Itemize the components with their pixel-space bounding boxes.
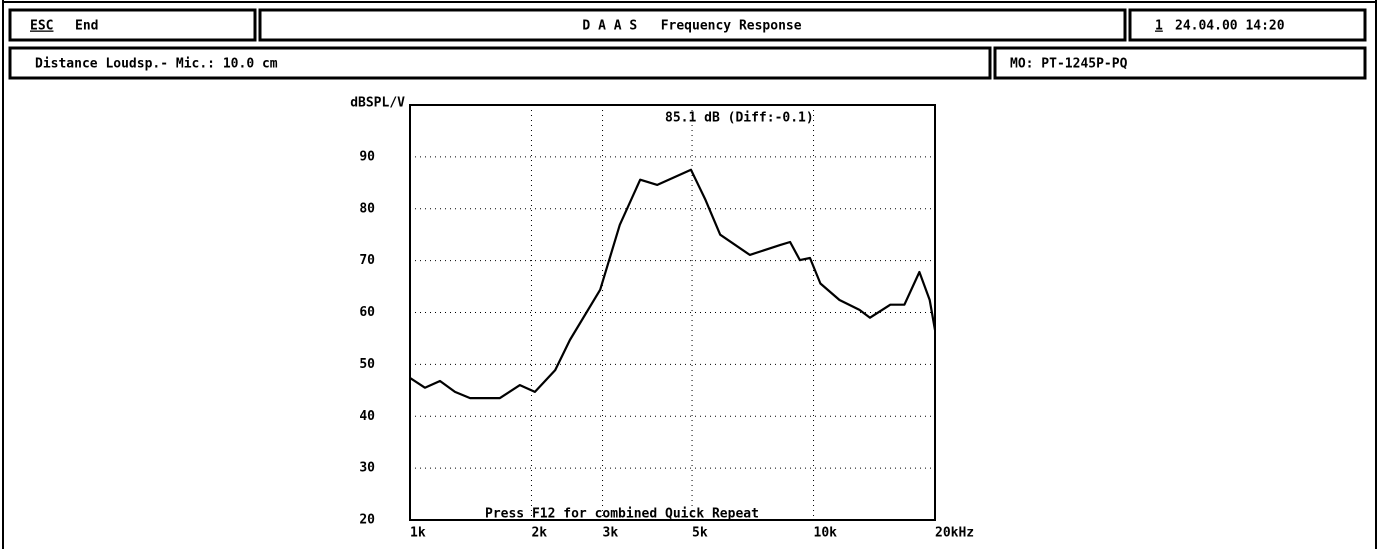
title: D A A S Frequency Response <box>582 19 801 34</box>
x-tick-label: 1k <box>410 526 426 541</box>
esc-button[interactable] <box>8 8 257 42</box>
page-number: 1 <box>1155 19 1163 34</box>
title-box <box>258 8 1127 42</box>
x-tick-label: 2k <box>531 526 547 541</box>
y-tick-label: 30 <box>359 461 375 476</box>
y-tick-label: 80 <box>359 201 375 216</box>
distance-box <box>8 46 992 80</box>
x-tick-label: 3k <box>603 526 619 541</box>
x-tick-label: 20kHz <box>935 526 974 541</box>
response-curve <box>409 168 937 400</box>
x-tick-label: 10k <box>814 526 838 541</box>
y-tick-label: 20 <box>359 513 375 528</box>
date-box <box>1128 8 1367 42</box>
plot-frame <box>409 104 936 521</box>
model-box <box>993 46 1367 80</box>
model: MO: PT-1245P-PQ <box>1010 57 1128 72</box>
datetime: 24.04.00 14:20 <box>1175 19 1285 34</box>
esc-key: ESC <box>30 19 53 34</box>
y-tick-label: 40 <box>359 409 375 424</box>
y-tick-label: 50 <box>359 357 375 372</box>
x-tick-label: 5k <box>692 526 708 541</box>
y-tick-label: 70 <box>359 253 375 268</box>
annotation: 85.1 dB (Diff:-0.1) <box>665 111 814 126</box>
distance: Distance Loudsp.- Mic.: 10.0 cm <box>35 57 278 72</box>
y-tick-label: 60 <box>359 305 375 320</box>
hint: Press F12 for combined Quick Repeat <box>485 507 759 522</box>
y-axis-label: dBSPL/V <box>350 96 405 111</box>
y-tick-label: 90 <box>359 149 375 164</box>
esc-label: End <box>75 19 98 34</box>
